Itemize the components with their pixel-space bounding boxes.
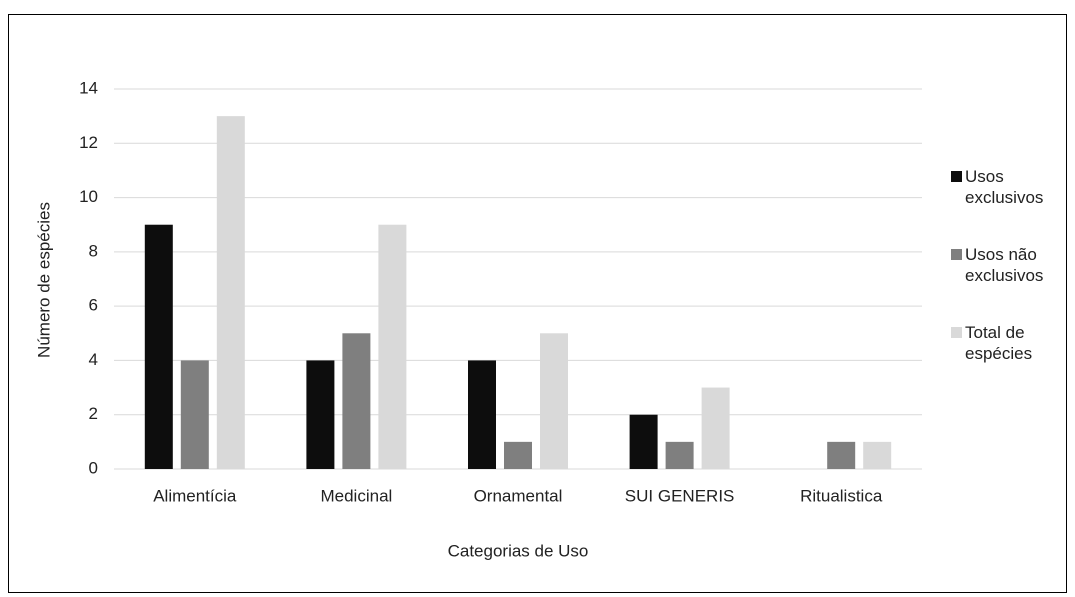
y-tick-label: 10: [79, 187, 98, 206]
y-tick-label: 14: [79, 78, 98, 97]
x-axis-title: Categorias de Uso: [448, 541, 589, 560]
bar: [629, 414, 658, 469]
x-tick-label: Alimentícia: [153, 486, 237, 505]
legend-swatch: [951, 171, 962, 182]
legend-label: Total de espécies: [965, 323, 1033, 363]
bar: [216, 116, 245, 470]
bar: [144, 224, 173, 469]
frame: [8, 14, 1067, 593]
bar: [504, 441, 532, 469]
bar: [342, 333, 371, 469]
bar: [701, 387, 730, 469]
legend-swatch: [951, 327, 962, 338]
legend-label: Usos não exclusivos: [965, 245, 1044, 285]
bar: [378, 224, 407, 469]
x-tick-label: Ornamental: [474, 486, 563, 505]
bar: [306, 360, 335, 469]
y-tick-label: 4: [89, 350, 98, 369]
bar: [863, 441, 892, 469]
x-tick-label: Ritualistica: [800, 486, 883, 505]
bar: [827, 441, 856, 469]
bar: [665, 441, 694, 469]
y-tick-label: 2: [89, 404, 98, 423]
y-axis-title: Número de espécies: [34, 202, 53, 358]
y-tick-label: 0: [89, 458, 98, 477]
bar: [180, 360, 209, 469]
y-tick-label: 6: [89, 296, 98, 315]
bar: [540, 333, 568, 469]
x-tick-label: Medicinal: [320, 486, 392, 505]
legend-swatch: [951, 249, 962, 260]
y-tick-label: 12: [79, 133, 98, 152]
y-tick-label: 8: [89, 241, 98, 260]
legend-label: Usos exclusivos: [965, 167, 1044, 207]
x-tick-label: SUI GENERIS: [625, 486, 735, 505]
bar: [468, 360, 496, 469]
